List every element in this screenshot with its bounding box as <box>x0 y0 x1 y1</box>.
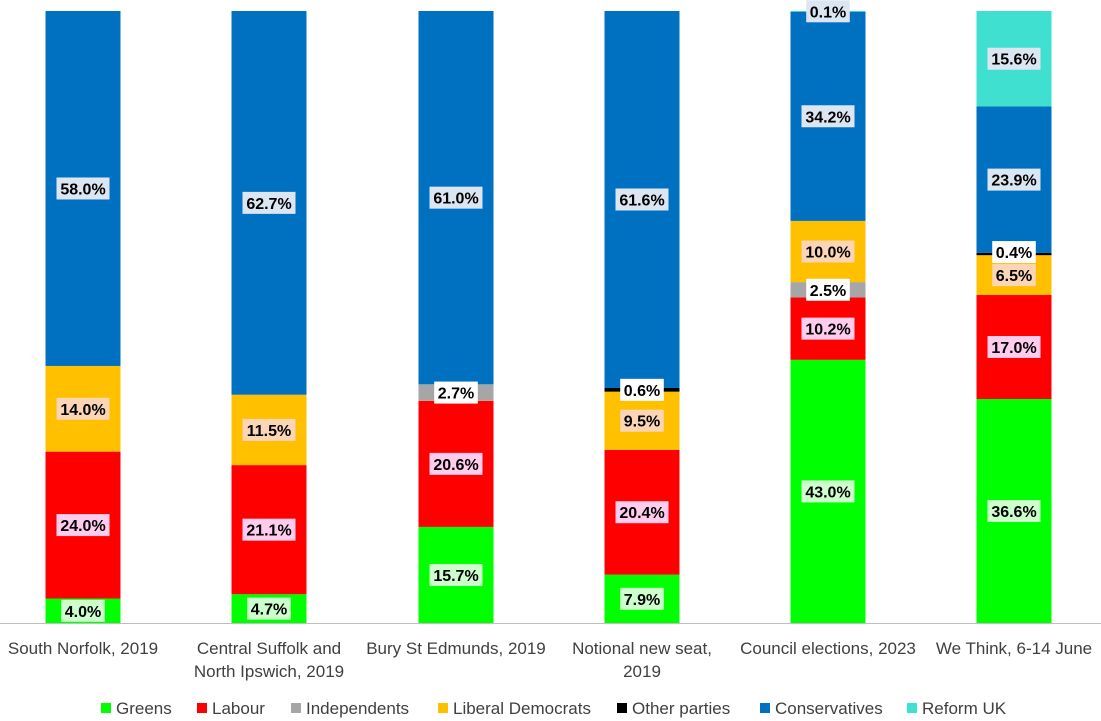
data-label-labour-6: 17.0% <box>991 340 1036 357</box>
data-label-conservatives-3: 61.0% <box>433 191 478 208</box>
legend-item-conservatives: Conservatives <box>760 699 883 718</box>
data-label-bg-labour-5 <box>801 317 855 340</box>
data-label-bg-reform-uk-5 <box>806 0 850 23</box>
data-label-bg-other-parties-6 <box>992 241 1036 264</box>
legend-label-liberal-democrats: Liberal Democrats <box>453 699 591 718</box>
data-label-bg-conservatives-4 <box>615 188 669 211</box>
category-label-5: Council elections, 2023 <box>740 639 916 658</box>
data-label-bg-conservatives-1 <box>56 177 110 200</box>
data-label-bg-greens-3 <box>429 563 483 586</box>
data-label-bg-labour-4 <box>615 501 669 524</box>
data-label-bg-liberal-democrats-5 <box>801 240 855 263</box>
data-label-bg-greens-5 <box>801 480 855 503</box>
category-labels: South Norfolk, 2019 Central Suffolk and No… <box>8 639 1092 681</box>
legend-swatch-reform-uk <box>907 703 917 713</box>
data-label-liberal-democrats-4: 9.5% <box>624 414 660 431</box>
legend-label-other-parties: Other parties <box>632 699 730 718</box>
legend-swatch-liberal-democrats <box>438 703 448 713</box>
data-label-bg-reform-uk-6 <box>987 47 1041 70</box>
data-label-bg-liberal-democrats-1 <box>56 397 110 420</box>
data-label-reform-uk-5: 0.1% <box>810 4 846 21</box>
category-label-4: Notional new seat, 2019 <box>572 639 712 681</box>
data-label-conservatives-1: 58.0% <box>60 181 105 198</box>
data-label-labour-5: 10.2% <box>805 322 850 339</box>
category-label-1: South Norfolk, 2019 <box>8 639 158 658</box>
data-label-reform-uk-6: 15.6% <box>991 52 1036 69</box>
data-label-bg-greens-4 <box>620 587 664 610</box>
data-label-conservatives-6: 23.9% <box>991 173 1036 190</box>
legend-label-reform-uk: Reform UK <box>922 699 1007 718</box>
legend-item-independents: Independents <box>291 699 409 718</box>
data-label-bg-liberal-democrats-6 <box>992 264 1036 287</box>
bar-stacks <box>45 11 1052 623</box>
legend-item-liberal-democrats: Liberal Democrats <box>438 699 591 718</box>
legend-item-greens: Greens <box>101 699 172 718</box>
data-label-bg-conservatives-6 <box>987 168 1041 191</box>
data-label-liberal-democrats-2: 11.5% <box>247 423 291 440</box>
category-label-2: Central Suffolk and North Ipswich, 2019 <box>194 639 344 681</box>
data-label-bg-liberal-democrats-2 <box>242 418 296 441</box>
data-label-bg-independents-5 <box>806 278 850 301</box>
data-label-conservatives-2: 62.7% <box>246 196 291 213</box>
legend-swatch-other-parties <box>617 703 627 713</box>
data-label-bg-labour-2 <box>242 518 296 541</box>
data-label-labour-2: 21.1% <box>246 523 291 540</box>
category-label-3: Bury St Edmunds, 2019 <box>366 639 546 658</box>
data-label-bg-greens-6 <box>987 500 1041 523</box>
legend-swatch-conservatives <box>760 703 770 713</box>
data-labels: 4.0% 24.0% 14.0% 58.0% 4.7% 21.1% 11.5% 62.7% 15… <box>56 0 1041 622</box>
data-label-bg-labour-3 <box>429 452 483 475</box>
data-label-greens-6: 36.6% <box>991 504 1036 521</box>
data-label-liberal-democrats-6: 6.5% <box>996 268 1032 285</box>
data-label-bg-conservatives-2 <box>242 191 296 214</box>
data-label-liberal-democrats-5: 10.0% <box>805 245 850 262</box>
data-label-greens-5: 43.0% <box>805 484 850 501</box>
data-label-greens-4: 7.9% <box>624 592 660 609</box>
legend-label-conservatives: Conservatives <box>775 699 883 718</box>
legend-label-labour: Labour <box>212 699 265 718</box>
data-label-bg-independents-3 <box>434 381 478 404</box>
data-label-labour-1: 24.0% <box>60 518 105 535</box>
data-label-greens-3: 15.7% <box>433 568 478 585</box>
legend-label-greens: Greens <box>116 699 172 718</box>
data-label-bg-greens-1 <box>61 599 105 622</box>
legend-swatch-labour <box>197 703 207 713</box>
data-label-bg-labour-6 <box>987 335 1041 358</box>
data-label-other-parties-6: 0.4% <box>996 245 1032 262</box>
data-label-bg-labour-1 <box>56 514 110 537</box>
data-label-bg-conservatives-3 <box>429 186 483 209</box>
legend-item-reform-uk: Reform UK <box>907 699 1007 718</box>
data-label-bg-other-parties-4 <box>620 378 664 401</box>
data-label-conservatives-4: 61.6% <box>619 192 664 209</box>
data-label-bg-greens-2 <box>247 597 291 620</box>
data-label-conservatives-5: 34.2% <box>805 109 850 126</box>
legend-swatch-greens <box>101 703 111 713</box>
data-label-greens-2: 4.7% <box>251 602 287 619</box>
data-label-other-parties-4: 0.6% <box>624 383 660 400</box>
legend-item-other-parties: Other parties <box>617 699 730 718</box>
legend-item-labour: Labour <box>197 699 265 718</box>
data-label-liberal-democrats-1: 14.0% <box>60 402 105 419</box>
data-label-bg-liberal-democrats-4 <box>620 409 664 432</box>
data-label-independents-5: 2.5% <box>810 283 846 300</box>
category-label-6: We Think, 6-14 June <box>936 639 1092 658</box>
legend: Greens Labour Independents Liberal Democrat… <box>101 699 1007 718</box>
data-label-independents-3: 2.7% <box>438 386 474 403</box>
legend-swatch-independents <box>291 703 301 713</box>
data-label-labour-4: 20.4% <box>619 505 664 522</box>
data-label-greens-1: 4.0% <box>65 604 101 621</box>
data-label-bg-conservatives-5 <box>801 105 855 128</box>
legend-label-independents: Independents <box>306 699 409 718</box>
data-label-labour-3: 20.6% <box>433 457 478 474</box>
